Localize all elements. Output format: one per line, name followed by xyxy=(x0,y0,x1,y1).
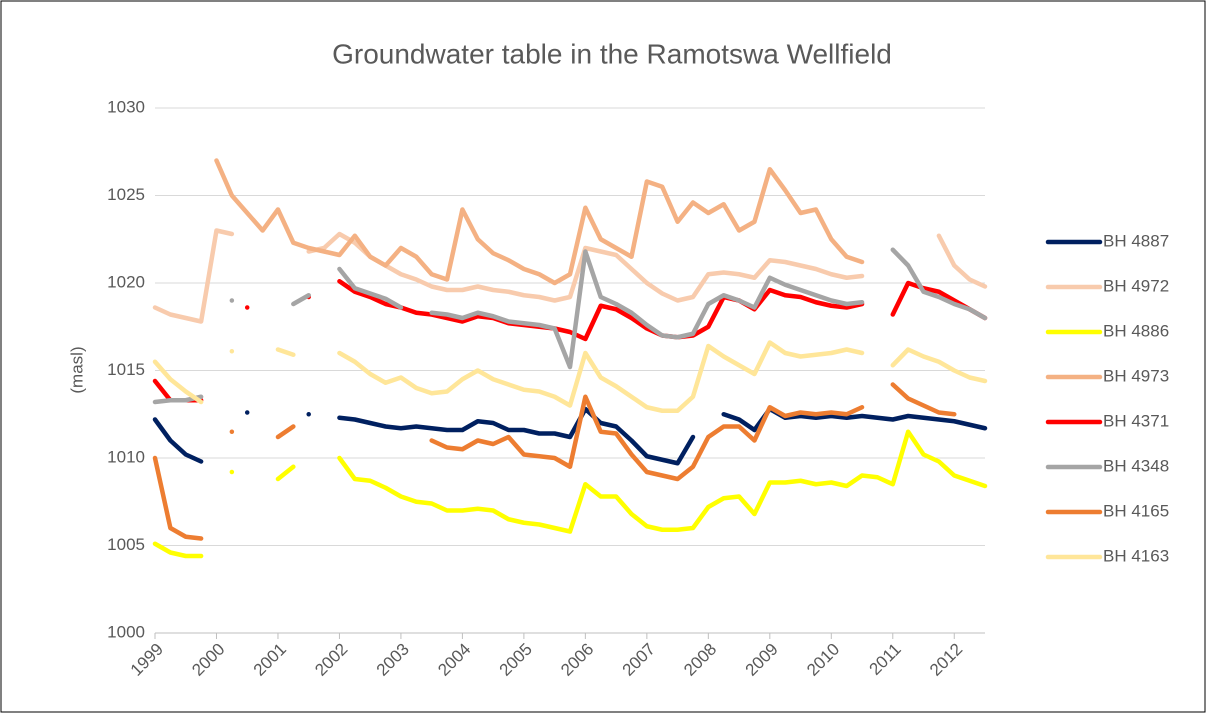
y-tick-label: 1000 xyxy=(107,622,145,641)
legend-label: BH 4348 xyxy=(1103,456,1169,475)
series-line xyxy=(152,247,988,405)
y-tick-label: 1015 xyxy=(107,360,145,379)
y-axis-label: (masl) xyxy=(67,346,86,393)
y-tick-label: 1020 xyxy=(107,272,145,291)
y-tick-label: 1025 xyxy=(107,185,145,204)
series-line xyxy=(152,429,988,559)
series-line xyxy=(214,158,865,286)
y-tick-label: 1005 xyxy=(107,535,145,554)
legend-label: BH 4972 xyxy=(1103,276,1169,295)
y-tick-label: 1010 xyxy=(107,447,145,466)
chart-title: Groundwater table in the Ramotswa Wellfi… xyxy=(332,38,892,69)
y-tick-label: 1030 xyxy=(107,97,145,116)
series-line xyxy=(152,340,988,413)
series-line xyxy=(152,406,988,466)
legend-label: BH 4371 xyxy=(1103,411,1169,430)
series-line xyxy=(152,382,957,541)
legend-label: BH 4165 xyxy=(1103,501,1169,520)
series-line xyxy=(152,228,988,324)
legend-label: BH 4163 xyxy=(1103,546,1169,565)
legend-label: BH 4973 xyxy=(1103,366,1169,385)
legend-label: BH 4887 xyxy=(1103,231,1169,250)
legend-label: BH 4886 xyxy=(1103,321,1169,340)
